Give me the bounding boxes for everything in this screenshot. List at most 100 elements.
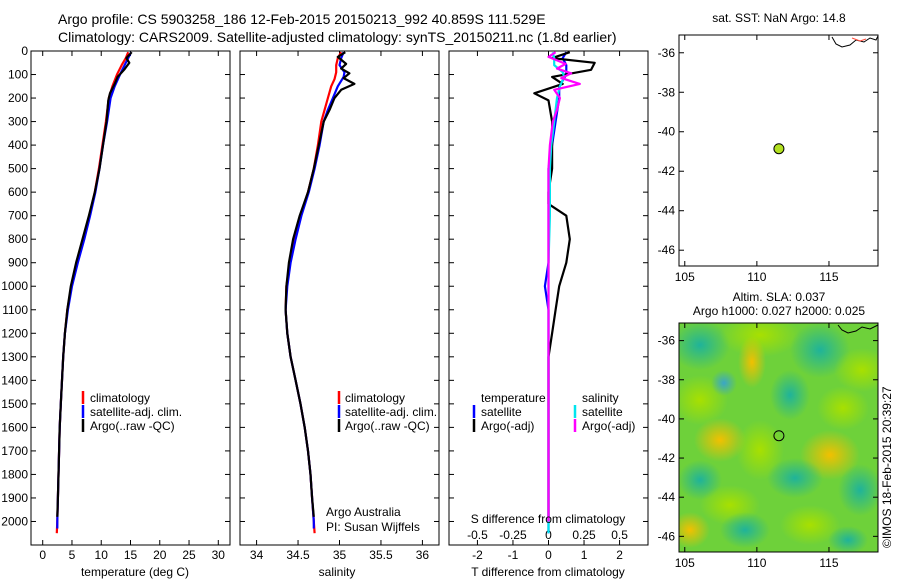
- map-y-tick-label: -38: [658, 85, 676, 99]
- difference-s-axis: -0.5 -0.25 0 0.25 0.5: [467, 528, 628, 542]
- sla-map-panel: Altim. SLA: 0.037 Argo h1000: 0.027 h200…: [658, 290, 879, 570]
- x-tick-label: 25: [182, 548, 196, 562]
- map-x-tick-label: 115: [819, 270, 838, 284]
- x-tick-label: 35.5: [369, 548, 393, 562]
- sla-heatmap-field: [679, 323, 878, 552]
- map-y-tick-label: -40: [658, 125, 676, 139]
- map-y-tick-label: -38: [658, 373, 676, 387]
- depth-tick-label: 1400: [1, 373, 28, 387]
- legend-label-argo: Argo(..raw -QC): [90, 419, 175, 433]
- sla-map-axis-ticks: 105 110 115 -36 -38 -40 -42 -44 -46: [658, 323, 878, 570]
- legend-label-satellite: satellite-adj. clim.: [345, 405, 437, 419]
- map-x-tick-label: 110: [747, 556, 766, 570]
- sst-coast-warm: [851, 37, 867, 42]
- sla-map-axes-box: [678, 322, 879, 553]
- x-tick-label: -1: [508, 548, 519, 562]
- depth-tick-label: 800: [8, 232, 28, 246]
- temperature-x-axis: 0 5 10 15 20 25 30: [39, 51, 225, 562]
- sla-coastline: [837, 324, 879, 334]
- depth-tick-label: 400: [8, 138, 28, 152]
- difference-series: [533, 51, 596, 534]
- legend-label-sal-argo: Argo(-adj): [582, 419, 635, 433]
- depth-tick-label: 1800: [1, 467, 28, 481]
- salinity-series: [284, 51, 356, 534]
- sla-map-title-line1: Altim. SLA: 0.037: [733, 290, 826, 304]
- sla-map-title-line2: Argo h1000: 0.027 h2000: 0.025: [693, 304, 865, 318]
- series-salinity-argo-adj-: [547, 51, 581, 522]
- legend-label-argo: Argo(..raw -QC): [345, 419, 430, 433]
- difference-xlabel-top: S difference from climatology: [471, 512, 626, 526]
- temperature-legend: climatology satellite-adj. clim. Argo(..…: [81, 391, 182, 433]
- argo-float-marker: [773, 143, 785, 155]
- depth-tick-label: 1100: [2, 303, 28, 317]
- x-tick-label: 1: [581, 548, 588, 562]
- s-tick-label: 0.5: [611, 528, 628, 542]
- depth-tick-label: 1700: [1, 444, 28, 458]
- depth-tick-label: 600: [8, 185, 28, 199]
- x-tick-label: 34: [250, 548, 264, 562]
- temperature-axes-box: [30, 50, 231, 546]
- temperature-depth-axis: 0 100 200 300 400 500 600 700 800 900 1000 1100 1200…: [1, 44, 230, 528]
- x-tick-label: 36: [416, 548, 430, 562]
- depth-tick-label: 1600: [1, 420, 28, 434]
- s-tick-label: 0.25: [572, 528, 596, 542]
- s-tick-label: -0.25: [499, 528, 527, 542]
- salinity-depth-ticks: [240, 50, 439, 522]
- salinity-panel: 34 34.5 35 35.5 36 salinity climatology sate…: [239, 50, 440, 579]
- depth-tick-label: 900: [8, 256, 28, 270]
- depth-tick-label: 1200: [1, 326, 28, 340]
- salinity-x-axis: 34 34.5 35 35.5 36: [250, 51, 430, 562]
- map-x-tick-label: 105: [675, 270, 695, 284]
- x-tick-label: 5: [69, 548, 76, 562]
- legend-label-satellite: satellite-adj. clim.: [90, 405, 182, 419]
- s-tick-label: 0: [545, 528, 552, 542]
- map-y-tick-label: -36: [658, 46, 676, 60]
- header-line1: Argo profile: CS 5903258_186 12-Feb-2015…: [58, 11, 546, 27]
- x-tick-label: 30: [212, 548, 226, 562]
- map-x-tick-label: 105: [675, 556, 695, 570]
- map-y-tick-label: -46: [658, 529, 676, 543]
- legend-title-temperature: temperature: [481, 391, 546, 405]
- depth-tick-label: 1300: [1, 350, 28, 364]
- depth-tick-label: 2000: [1, 514, 28, 528]
- map-y-tick-label: -46: [658, 243, 676, 257]
- sla-map-points: [773, 430, 785, 442]
- difference-x-axis: -2 -1 0 1 2: [472, 51, 623, 562]
- salinity-legend: climatology satellite-adj. clim. Argo(..…: [337, 391, 437, 433]
- salinity-xlabel: salinity: [319, 565, 356, 579]
- depth-tick-label: 1000: [1, 279, 28, 293]
- temperature-xlabel: temperature (deg C): [81, 565, 189, 579]
- salinity-axes-box: [239, 50, 440, 546]
- legend-label-climatology: climatology: [345, 391, 405, 405]
- map-y-tick-label: -44: [658, 490, 676, 504]
- difference-xlabel: T difference from climatology: [471, 565, 625, 579]
- legend-title-salinity: salinity: [582, 391, 619, 405]
- sst-map-points: [773, 143, 785, 155]
- x-tick-label: 20: [153, 548, 167, 562]
- depth-tick-label: 100: [8, 68, 28, 82]
- map-x-tick-label: 110: [747, 270, 766, 284]
- sst-map-panel: sat. SST: NaN Argo: 14.8 105 110 115 -36 -38…: [658, 11, 879, 284]
- map-y-tick-label: -42: [658, 451, 676, 465]
- difference-legend: temperature satellite Argo(-adj) salinit…: [472, 391, 635, 433]
- legend-label-temp-satellite: satellite: [481, 405, 522, 419]
- legend-label-sal-satellite: satellite: [582, 405, 623, 419]
- map-y-tick-label: -44: [658, 204, 676, 218]
- difference-panel: -2 -1 0 1 2 -0.5 -0.25 0 0.25 0.5 T difference f…: [448, 50, 649, 579]
- sst-map-axis-ticks: 105 110 115 -36 -38 -40 -42 -44 -46: [658, 35, 878, 284]
- x-tick-label: 35: [333, 548, 347, 562]
- map-y-tick-label: -40: [658, 412, 676, 426]
- map-y-tick-label: -36: [658, 334, 676, 348]
- s-tick-label: -0.5: [467, 528, 488, 542]
- series-argo-raw-qc-: [284, 51, 356, 517]
- depth-tick-label: 1500: [1, 397, 28, 411]
- map-x-tick-label: 115: [819, 556, 838, 570]
- depth-tick-label: 200: [8, 91, 28, 105]
- annotation-argo-australia: Argo Australia: [326, 505, 401, 519]
- x-tick-label: 10: [95, 548, 109, 562]
- legend-label-climatology: climatology: [90, 391, 150, 405]
- map-y-tick-label: -42: [658, 164, 676, 178]
- x-tick-label: 2: [616, 548, 623, 562]
- depth-tick-label: 0: [21, 44, 28, 58]
